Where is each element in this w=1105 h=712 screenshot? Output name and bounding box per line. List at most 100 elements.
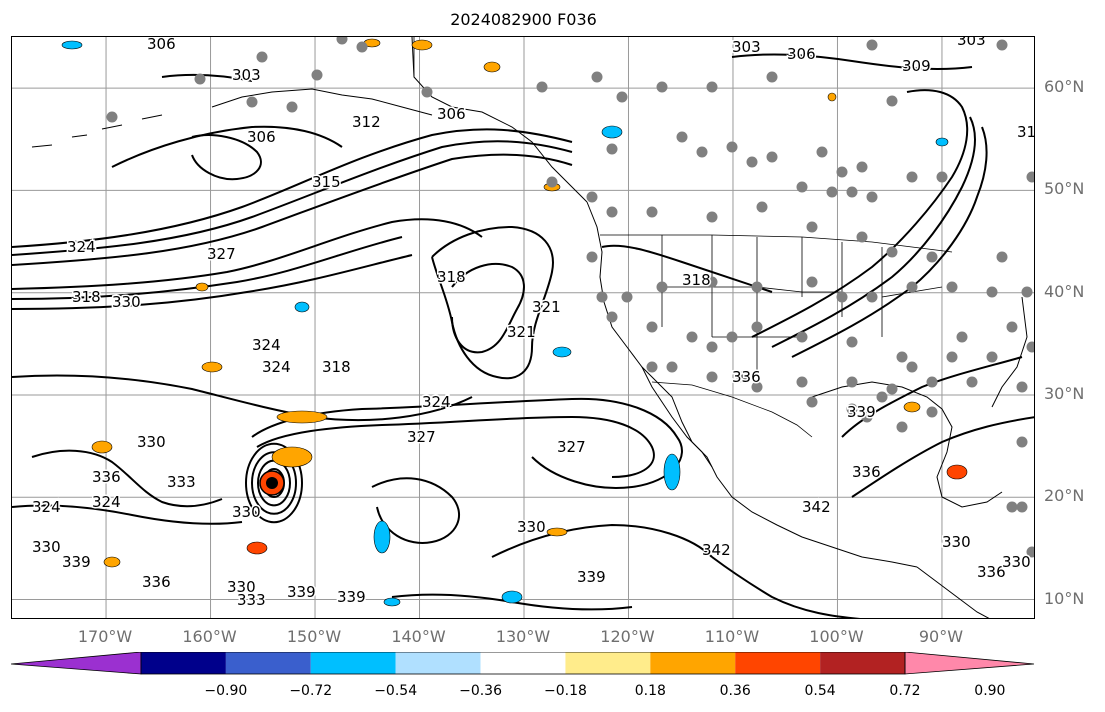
contour-label: 321 (507, 323, 536, 341)
contour-label: 321 (532, 298, 561, 316)
contour-label: 306 (787, 45, 816, 63)
station-dot (621, 291, 633, 303)
contour-label: 324 (92, 493, 121, 511)
contour-line (751, 89, 969, 338)
station-dot (536, 81, 548, 93)
anomaly-shading (383, 597, 401, 607)
contour-label: 330 (517, 518, 546, 536)
station-dot (926, 251, 938, 263)
contour-label: 318 (437, 268, 466, 286)
station-dot (946, 351, 958, 363)
station-dot (886, 383, 898, 395)
station-dot (606, 206, 618, 218)
station-dot (796, 376, 808, 388)
anomaly-shading (201, 361, 223, 373)
contour-line (731, 53, 973, 71)
station-dot (706, 341, 718, 353)
station-dot (926, 376, 938, 388)
colorbar-tick-label: 0.72 (889, 683, 921, 699)
colorbar-segment (820, 652, 905, 674)
anomaly-shading (103, 556, 121, 568)
station-dot (796, 181, 808, 193)
station-dot (886, 246, 898, 258)
station-dot (846, 186, 858, 198)
station-dot (826, 186, 838, 198)
station-dot (616, 91, 628, 103)
anomaly-shading (271, 446, 313, 468)
geopotential-contours (12, 53, 1034, 618)
station-dot (846, 403, 858, 415)
colorbar-extend-high (904, 652, 1035, 675)
station-dot (906, 171, 918, 183)
station-dot (986, 286, 998, 298)
station-dot (746, 156, 758, 168)
station-dot (996, 251, 1008, 263)
contour-label: 324 (252, 336, 281, 354)
station-dot (996, 39, 1008, 51)
contour-label: 330 (112, 293, 141, 311)
contour-labels: 306 303 312 306 303 306 303 309 306 315 315 324 327 3… (31, 37, 1035, 611)
station-dot (936, 171, 948, 183)
colorbar-tick-label: 0.18 (634, 683, 666, 699)
contour-label: 330 (137, 433, 166, 451)
contour-line (12, 254, 413, 310)
station-dot (646, 206, 658, 218)
longitude-label: 160°W (182, 627, 237, 646)
contour-line (12, 153, 573, 266)
station-dot (1016, 381, 1028, 393)
station-dot (846, 376, 858, 388)
contour-line (771, 116, 977, 348)
central-america (916, 566, 990, 618)
canada-us-border (600, 234, 953, 253)
alaska-coastline (411, 37, 588, 203)
contour-label: 309 (902, 57, 931, 75)
anomaly-shading (373, 520, 391, 554)
colorbar-tick-label: 0.54 (804, 683, 836, 699)
colorbar-tick-label: −0.18 (543, 683, 587, 699)
contour-label: 339 (577, 568, 606, 586)
station-dot (1006, 321, 1018, 333)
contour-label: 339 (62, 553, 91, 571)
station-dot (966, 376, 978, 388)
station-dot (656, 281, 668, 293)
station-dot (836, 166, 848, 178)
station-dot (806, 396, 818, 408)
contour-line (451, 262, 525, 354)
station-dot (356, 41, 368, 53)
baja-california (641, 366, 713, 468)
station-dot (866, 39, 878, 51)
latitude-label: 30°N (1044, 383, 1085, 403)
longitude-label: 120°W (600, 627, 655, 646)
station-dot (656, 81, 668, 93)
station-dot (1021, 286, 1033, 298)
contour-label: 342 (702, 541, 731, 559)
contour-line (31, 449, 223, 508)
colorbar-segment (141, 652, 226, 674)
contour-label: 336 (732, 368, 761, 386)
station-dot (286, 101, 298, 113)
station-dot (836, 291, 848, 303)
colorbar-outline (140, 652, 906, 675)
contour-line (256, 415, 655, 478)
longitude-label: 170°W (77, 627, 133, 646)
contour-line (12, 140, 573, 256)
station-dot (546, 176, 558, 188)
colorbar-segment (225, 652, 311, 674)
longitude-label: 100°W (809, 627, 864, 646)
contour-label: 333 (237, 591, 266, 609)
contour-label: 330 (227, 578, 256, 596)
station-dot (311, 69, 323, 81)
station-dot (706, 211, 718, 223)
colorbar (11, 652, 1035, 675)
latitude-label: 50°N (1044, 179, 1085, 199)
station-dot (1016, 501, 1028, 513)
station-dot (806, 276, 818, 288)
map-title: 2024082900 F036 (450, 10, 597, 29)
station-dot (194, 73, 206, 85)
colorbar-tick-label: 0.90 (974, 683, 1006, 699)
station-dot (336, 37, 348, 45)
station-dot (866, 291, 878, 303)
colorbar-segment (650, 652, 736, 674)
contour-label: 303 (957, 37, 986, 49)
station-dot (856, 161, 868, 173)
